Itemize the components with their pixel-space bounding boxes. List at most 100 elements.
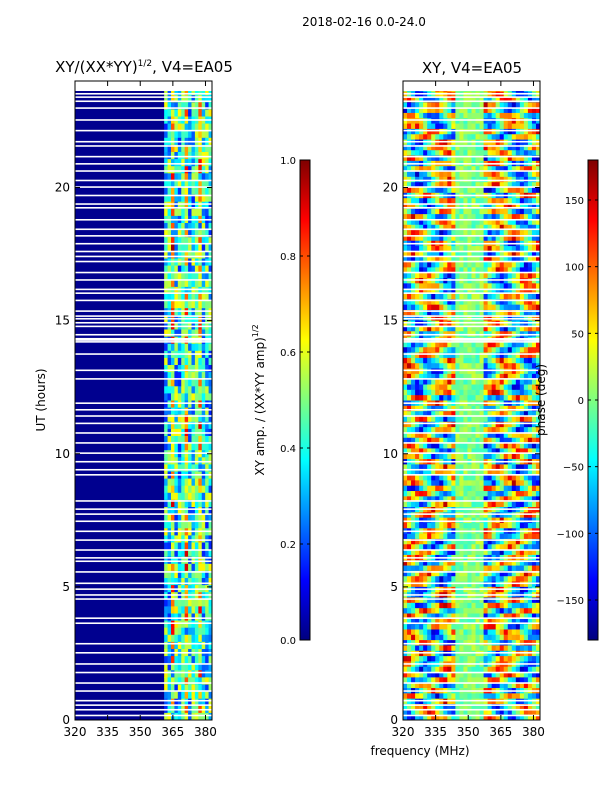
flagged-row — [75, 408, 212, 411]
phase-cell — [435, 389, 440, 396]
phase-cell — [463, 368, 468, 375]
amp-cell — [194, 485, 199, 494]
phase-cell — [499, 533, 505, 540]
phase-cell — [483, 112, 489, 119]
flagged-row — [75, 333, 212, 336]
amp-cell — [174, 443, 179, 451]
amp-cell — [198, 329, 203, 338]
phase-cell — [515, 485, 521, 492]
phase-cell — [423, 427, 428, 433]
flagged-row — [75, 699, 212, 702]
phase-cell — [491, 182, 497, 188]
phase-cell — [523, 262, 529, 268]
phase-cell — [475, 613, 481, 620]
phase-cell — [451, 352, 456, 359]
phase-cell — [419, 618, 424, 625]
phase-cell — [467, 224, 472, 231]
phase-cell — [459, 475, 464, 481]
phase-cell — [535, 214, 541, 220]
phase-cell — [531, 341, 537, 348]
amp-cell — [188, 180, 192, 188]
amp-cell — [191, 528, 196, 536]
phase-cell — [403, 224, 408, 231]
amp-cell — [208, 95, 213, 103]
phase-cell — [475, 405, 481, 412]
phase-cell — [523, 512, 529, 519]
phase-cell — [491, 235, 497, 242]
phase-cell — [403, 475, 408, 481]
phase-cell — [511, 224, 517, 231]
phase-cell — [523, 453, 529, 460]
phase-cell — [451, 107, 456, 114]
amp-cell — [201, 365, 206, 373]
phase-cell — [463, 480, 468, 487]
amp-cell — [170, 542, 175, 551]
phase-cell — [535, 235, 541, 242]
phase-cell — [415, 597, 420, 604]
phase-cell — [423, 379, 428, 386]
phase-cell — [423, 443, 428, 449]
phase-cell — [459, 278, 464, 284]
amp-cell — [177, 414, 182, 423]
phase-cell — [415, 309, 420, 316]
phase-cell — [435, 134, 440, 141]
amp-cell — [181, 514, 186, 522]
amp-cell — [184, 109, 189, 117]
amp-cell — [191, 130, 196, 139]
amp-cell — [188, 407, 192, 416]
amp-panel: XY/(XX*YY)1/2, V4=EA05 320 335 350 365 380 0… — [34, 58, 233, 739]
amp-cell — [184, 691, 189, 700]
amp-colorbar-tick-label: 0.0 — [280, 636, 296, 647]
amp-cell — [201, 627, 206, 636]
phase-cell — [499, 443, 505, 449]
phase-cell — [503, 118, 509, 125]
amp-cell — [191, 606, 196, 614]
phase-cell — [519, 395, 525, 401]
phase-cell — [427, 267, 432, 274]
phase-cell — [403, 357, 408, 364]
phase-cell — [415, 522, 420, 529]
phase-cell — [451, 411, 456, 417]
phase-cell — [483, 389, 489, 396]
phase-cell — [463, 373, 468, 380]
amp-cell — [164, 144, 169, 153]
phase-cell — [427, 432, 432, 439]
phase-cell — [471, 443, 477, 449]
phase-cell — [479, 395, 485, 401]
phase-cell — [447, 230, 452, 236]
phase-cell — [419, 597, 424, 604]
phase-cell — [519, 203, 525, 210]
amp-cell — [208, 294, 213, 302]
phase-cell — [467, 405, 472, 412]
amp-cell — [164, 201, 169, 210]
phase-cell — [467, 453, 472, 460]
flagged-row — [75, 652, 212, 654]
amp-cell — [167, 528, 172, 536]
phase-cell — [515, 171, 521, 178]
phase-cell — [411, 251, 416, 258]
phase-cell — [455, 123, 460, 130]
phase-cell — [407, 443, 412, 449]
phase-cell — [535, 368, 541, 375]
phase-cell — [439, 251, 444, 258]
amp-cell — [164, 514, 169, 522]
phase-cell — [451, 283, 456, 290]
phase-cell — [503, 597, 509, 604]
phase-cell — [415, 608, 420, 614]
phase-cell — [439, 309, 444, 316]
phase-cell — [403, 411, 408, 417]
amp-cell — [208, 187, 213, 196]
phase-cell — [527, 512, 533, 519]
phase-cell — [419, 384, 424, 391]
phase-cell — [487, 283, 493, 290]
phase-cell — [515, 304, 521, 311]
phase-cell — [531, 629, 537, 636]
phase-cell — [535, 341, 541, 348]
amp-cell — [164, 507, 169, 515]
phase-cell — [435, 618, 440, 625]
phase-cell — [491, 272, 497, 279]
phase-cell — [471, 272, 477, 279]
phase-cell — [419, 203, 424, 210]
phase-cell — [463, 389, 468, 396]
phase-cell — [535, 560, 541, 567]
